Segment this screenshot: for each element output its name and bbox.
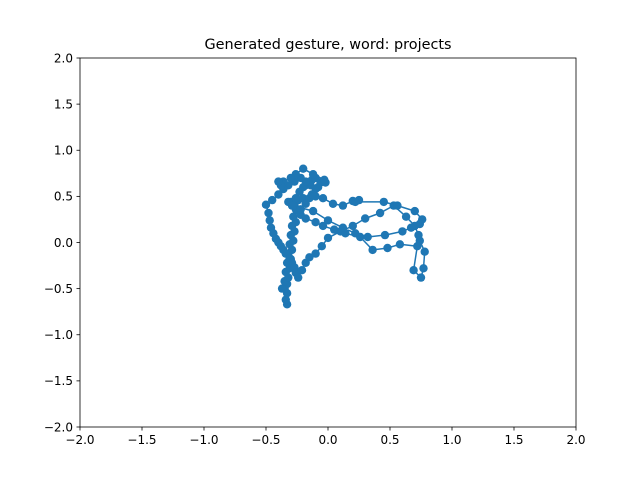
data-point xyxy=(305,253,314,262)
plot-marks xyxy=(261,164,429,309)
data-point xyxy=(401,212,411,221)
data-point xyxy=(338,223,348,232)
data-point xyxy=(338,201,348,210)
data-point xyxy=(415,219,424,229)
x-tick-label: 0.0 xyxy=(318,433,337,447)
data-point xyxy=(265,216,274,225)
data-point xyxy=(379,197,388,207)
data-point xyxy=(264,208,273,218)
data-point xyxy=(308,170,318,179)
data-point xyxy=(289,212,298,221)
data-point xyxy=(328,199,338,208)
data-point xyxy=(274,177,283,186)
data-point xyxy=(363,232,372,242)
data-point xyxy=(317,242,326,251)
data-point xyxy=(323,233,333,243)
data-point xyxy=(297,266,307,275)
data-point xyxy=(393,201,402,210)
y-tick-label: 1.5 xyxy=(54,97,73,111)
data-point xyxy=(351,197,360,207)
data-point xyxy=(301,199,310,208)
data-point xyxy=(318,194,328,203)
data-point xyxy=(375,208,385,218)
data-point xyxy=(419,264,428,273)
data-point xyxy=(294,273,303,282)
data-point xyxy=(330,225,339,234)
x-tick-label: −1.5 xyxy=(127,433,156,447)
y-tick-label: 1.0 xyxy=(54,144,73,158)
data-point xyxy=(413,242,422,251)
plot-frame xyxy=(79,57,577,428)
data-point xyxy=(348,221,357,231)
data-point xyxy=(395,240,405,249)
y-tick-label: 0.5 xyxy=(54,190,73,204)
y-tick-label: −2.0 xyxy=(44,420,73,434)
chart-title: Generated gesture, word: projects xyxy=(204,37,451,53)
y-tick-label: 0.0 xyxy=(54,236,73,250)
data-point xyxy=(289,201,298,210)
y-tick-label: 2.0 xyxy=(54,51,73,65)
data-point xyxy=(383,243,392,253)
y-tick-label: −1.0 xyxy=(44,328,73,342)
data-point xyxy=(361,214,370,223)
data-point xyxy=(320,175,329,184)
data-point xyxy=(277,284,287,293)
x-tick-label: 2.0 xyxy=(566,433,585,447)
data-point xyxy=(299,164,308,173)
y-tick-label: −0.5 xyxy=(44,282,73,296)
data-point xyxy=(416,273,426,282)
y-axis: −2.0 −1.5 −1.0 −0.5 0.0 0.5 1.0 1.5 2.0 xyxy=(44,51,80,434)
data-point xyxy=(420,247,429,256)
data-point xyxy=(261,200,271,209)
data-point xyxy=(296,205,305,214)
data-point xyxy=(281,295,290,304)
data-point xyxy=(380,230,390,240)
x-tick-label: 1.0 xyxy=(442,433,461,447)
data-point xyxy=(308,206,318,216)
data-point xyxy=(268,195,277,205)
data-point xyxy=(323,216,333,225)
data-point xyxy=(368,245,377,255)
data-point xyxy=(409,266,418,275)
data-point xyxy=(307,190,317,199)
x-tick-label: −0.5 xyxy=(251,433,280,447)
data-point xyxy=(274,190,283,199)
data-point xyxy=(286,173,295,183)
x-tick-label: −2.0 xyxy=(65,433,94,447)
x-tick-label: 0.5 xyxy=(380,433,399,447)
data-point xyxy=(311,218,320,227)
data-point xyxy=(410,206,419,216)
x-tick-label: −1.0 xyxy=(189,433,218,447)
data-point xyxy=(398,227,407,236)
x-tick-label: 1.5 xyxy=(504,433,523,447)
data-point xyxy=(318,221,328,231)
data-point xyxy=(311,249,320,258)
x-axis: −2.0 −1.5 −1.0 −0.5 0.0 0.5 1.0 1.5 2.0 xyxy=(65,427,586,447)
data-point xyxy=(406,223,416,232)
data-point xyxy=(313,183,323,192)
data-point xyxy=(351,229,360,238)
y-tick-label: −1.5 xyxy=(44,374,73,388)
